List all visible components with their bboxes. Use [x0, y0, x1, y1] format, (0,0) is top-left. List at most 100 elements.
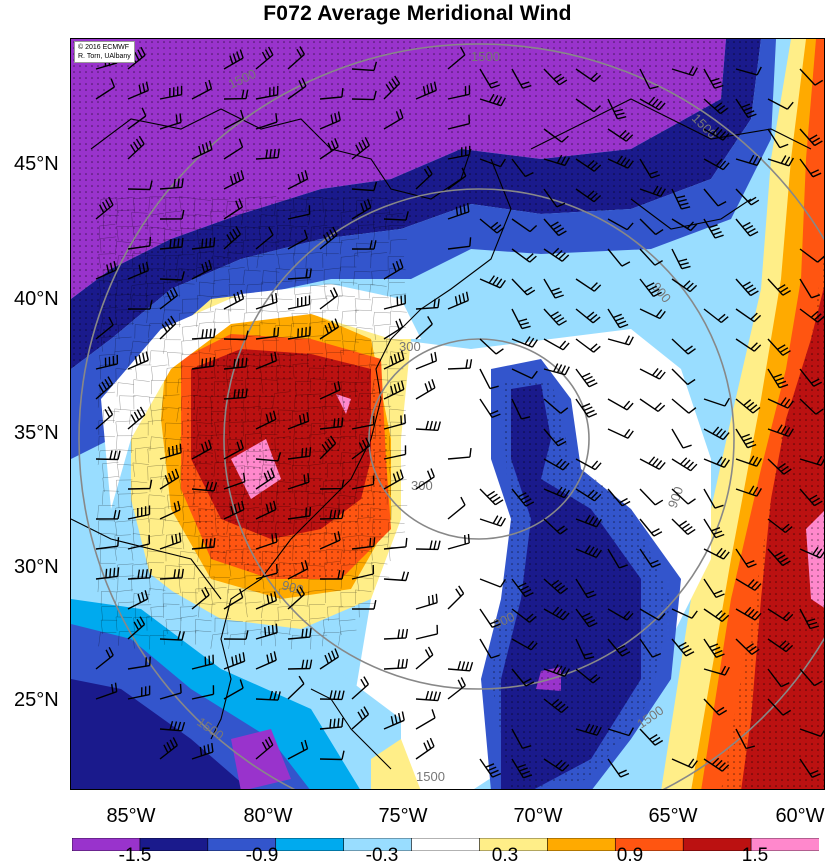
wind-barb [127, 568, 152, 580]
county-boundary [244, 590, 261, 605]
county-boundary [371, 270, 388, 286]
county-boundary [275, 268, 293, 283]
wind-barb [767, 368, 789, 389]
county-boundary [340, 350, 357, 365]
county-boundary [327, 606, 344, 622]
wind-barb [767, 458, 792, 475]
county-boundary [307, 589, 325, 606]
county-boundary [245, 601, 262, 618]
wind-barb [799, 68, 824, 86]
colorbar-label-5: 0.9 [616, 845, 644, 866]
wind-barb [383, 537, 408, 550]
county-boundary [277, 481, 294, 496]
county-boundary [245, 451, 263, 466]
wind-barb [287, 659, 313, 670]
county-boundary [167, 352, 184, 367]
wind-barb [575, 68, 602, 83]
colorbar-label-2: -0.9 [245, 845, 279, 866]
county-boundary [369, 284, 387, 299]
wind-barb [287, 447, 312, 460]
wind-barb [703, 68, 724, 89]
county-boundary [114, 336, 132, 353]
wind-barb [671, 248, 691, 270]
county-boundary [195, 630, 212, 645]
wind-barb [799, 368, 823, 387]
wind-barb [735, 485, 763, 497]
wind-barb [479, 338, 504, 355]
wind-barb [287, 739, 309, 760]
wind-barb [223, 226, 242, 250]
county-boundary [244, 226, 262, 241]
county-boundary [130, 492, 148, 508]
county-boundary [289, 508, 307, 523]
wind-barb [543, 606, 570, 621]
county-boundary [245, 196, 262, 213]
wind-barb [671, 428, 692, 449]
wind-barb [447, 46, 466, 70]
county-boundary [371, 536, 389, 551]
county-boundary [310, 225, 328, 242]
county-boundary [115, 520, 132, 537]
county-boundary [390, 310, 407, 326]
county-boundary [149, 518, 166, 533]
wind-barb [799, 308, 824, 323]
wind-barb [255, 85, 279, 100]
wind-barb [415, 351, 438, 370]
county-boundary [132, 533, 150, 548]
wind-barb [735, 338, 762, 352]
county-boundary [308, 335, 325, 351]
county-boundary [197, 321, 216, 338]
significance-stipple-layer [71, 39, 824, 789]
wind-barb [159, 271, 185, 281]
county-boundary [358, 407, 376, 423]
wind-barb [639, 308, 666, 320]
wind-barb [415, 81, 437, 100]
county-boundary [151, 379, 168, 395]
wind-barb [319, 690, 345, 701]
county-boundary [164, 422, 182, 438]
wind-barb [255, 148, 280, 160]
county-boundary [196, 407, 214, 422]
county-boundary [322, 479, 340, 496]
wind-barb [767, 397, 794, 409]
wind-barb [447, 359, 473, 370]
county-boundary [310, 634, 328, 650]
county-boundary [213, 278, 231, 295]
wind-barb [767, 278, 791, 296]
county-boundary [260, 310, 278, 325]
county-boundary [354, 381, 371, 397]
county-boundary [214, 420, 231, 437]
wind-barb [255, 293, 278, 310]
wind-barb [543, 578, 569, 595]
county-boundary [208, 564, 227, 579]
wind-barb [447, 145, 471, 160]
county-boundary [196, 422, 213, 437]
county-boundary [182, 492, 200, 509]
county-boundary [117, 323, 135, 340]
county-boundary [194, 214, 212, 229]
county-boundary [228, 562, 245, 577]
wind-barb [287, 295, 311, 310]
county-boundary [243, 395, 261, 412]
county-boundary [167, 494, 184, 509]
county-boundary [149, 576, 166, 591]
county-boundary [290, 576, 308, 593]
county-boundary [339, 238, 358, 255]
wind-barb [127, 107, 147, 130]
county-boundary [213, 577, 230, 592]
wind-barb [703, 218, 724, 239]
county-boundary [115, 616, 133, 631]
county-boundary [147, 508, 165, 523]
wind-barb [255, 327, 280, 340]
county-boundary [358, 503, 375, 520]
county-boundary [132, 518, 149, 535]
wind-barb [479, 758, 502, 778]
wind-barb [223, 89, 249, 100]
wind-barb [351, 564, 375, 580]
wind-barb [703, 126, 730, 141]
county-boundary [179, 479, 196, 494]
wind-barb [479, 218, 505, 234]
wind-barb [479, 93, 507, 107]
county-boundary [114, 534, 131, 550]
county-boundary [338, 495, 355, 510]
